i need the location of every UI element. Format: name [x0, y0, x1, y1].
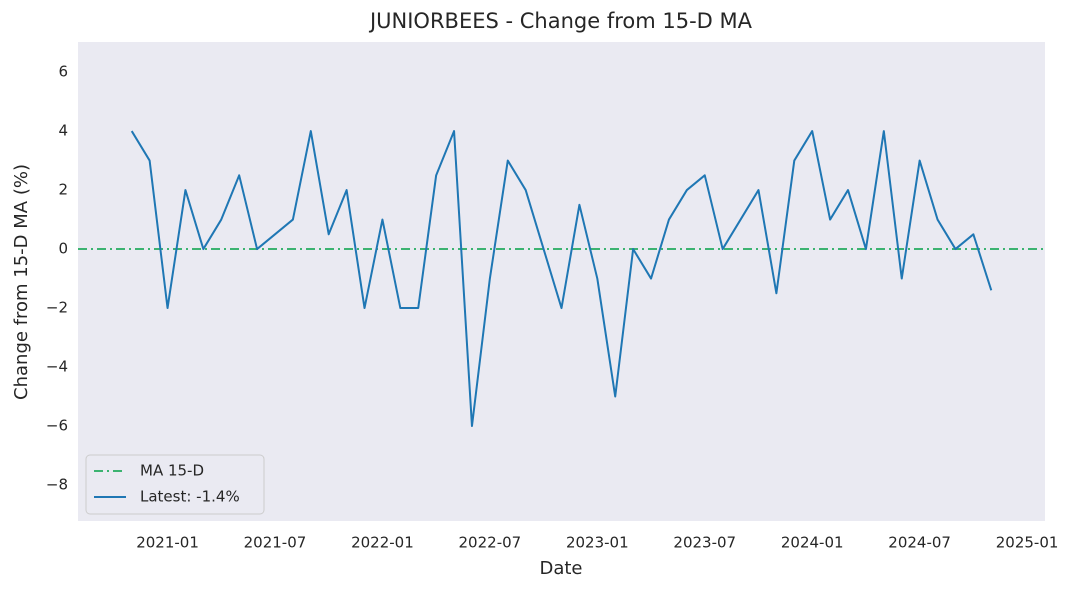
y-tick-label: 2 [58, 181, 68, 199]
x-tick-label: 2024-07 [888, 534, 951, 552]
y-tick-label: −6 [46, 417, 68, 435]
y-tick-label: 4 [58, 122, 68, 140]
x-axis-label: Date [539, 558, 582, 579]
legend-box [85, 454, 265, 515]
chart-title: JUNIORBEES - Change from 15-D MA [368, 9, 753, 33]
plot-area [78, 42, 1045, 521]
y-tick-label: −2 [46, 299, 68, 317]
x-tick-label: 2023-01 [566, 534, 629, 552]
y-axis-label: Change from 15-D MA (%) [11, 164, 32, 400]
legend-label: Latest: -1.4% [140, 488, 240, 506]
y-tick-label: 6 [58, 63, 68, 81]
x-tick-label: 2025-01 [996, 534, 1059, 552]
x-tick-label: 2021-07 [244, 534, 307, 552]
legend-label: MA 15-D [140, 462, 204, 480]
x-tick-label: 2023-07 [673, 534, 736, 552]
x-tick-label: 2024-01 [781, 534, 844, 552]
x-tick-label: 2022-01 [351, 534, 414, 552]
y-tick-label: −8 [46, 476, 68, 494]
x-tick-label: 2022-07 [459, 534, 522, 552]
y-tick-label: −4 [46, 358, 68, 376]
x-tick-label: 2021-01 [136, 534, 199, 552]
y-tick-label: 0 [58, 240, 68, 258]
data-line [130, 130, 993, 428]
